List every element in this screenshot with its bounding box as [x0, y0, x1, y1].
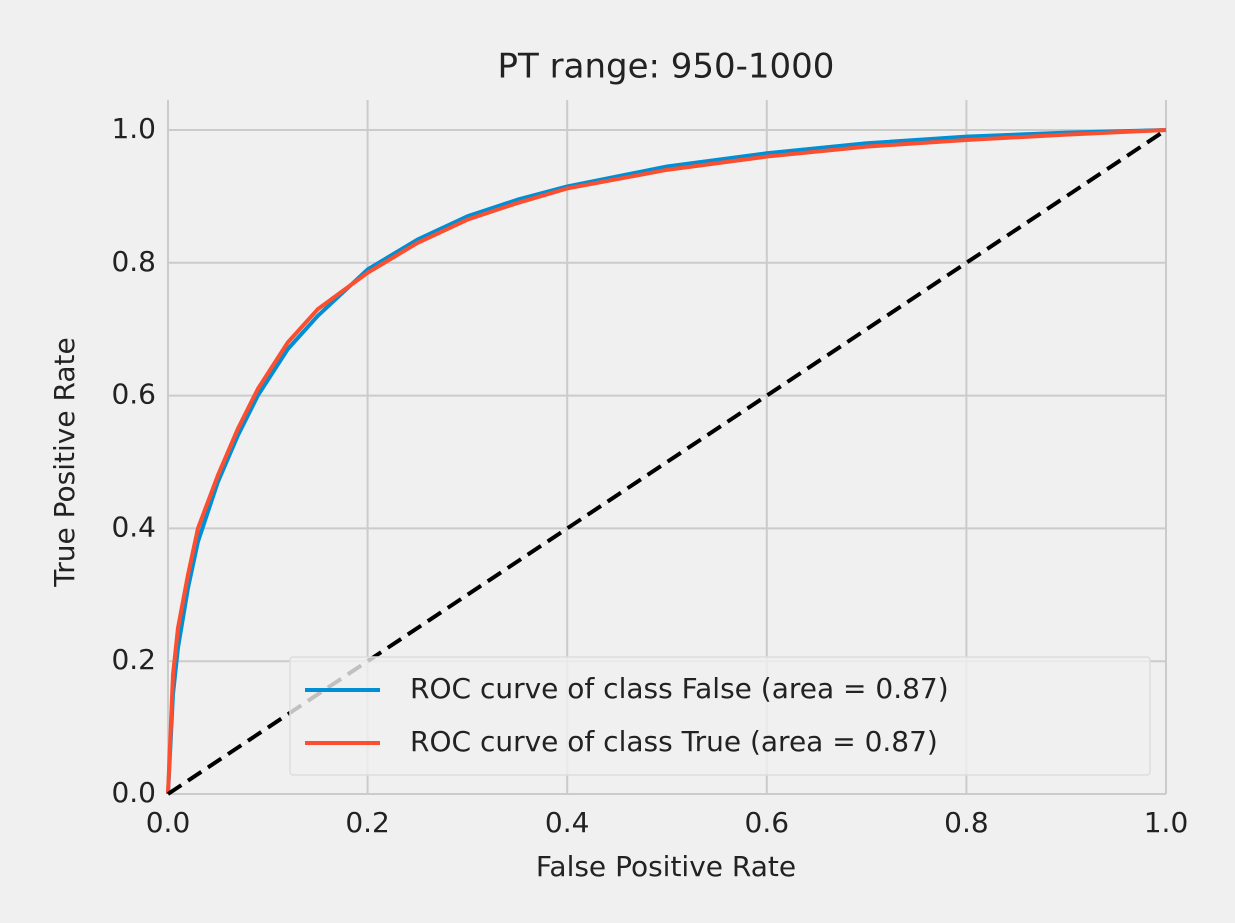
- x-axis-label: False Positive Rate: [536, 850, 796, 883]
- legend: ROC curve of class False (area = 0.87) RO…: [289, 656, 1151, 776]
- y-tick-label: 0.4: [111, 510, 156, 543]
- y-tick-label: 0.6: [111, 378, 156, 411]
- x-tick-label: 0.8: [944, 806, 989, 839]
- x-tick-label: 0.0: [146, 806, 191, 839]
- y-tick-label: 0.8: [111, 245, 156, 278]
- x-tick-label: 0.4: [545, 806, 590, 839]
- legend-label: ROC curve of class True (area = 0.87): [410, 725, 938, 758]
- chart-title: PT range: 950-1000: [498, 47, 835, 87]
- y-tick-label: 1.0: [111, 112, 156, 145]
- roc-line: [166, 128, 1167, 795]
- legend-box: [289, 656, 1151, 776]
- x-tick-label: 1.0: [1144, 806, 1189, 839]
- legend-label: ROC curve of class False (area = 0.87): [410, 672, 949, 705]
- y-axis-label: True Positive Rate: [48, 337, 81, 587]
- x-tick-label: 0.2: [345, 806, 390, 839]
- y-tick-label: 0.0: [111, 776, 156, 809]
- y-tick-label: 0.2: [111, 643, 156, 676]
- roc-line: [166, 128, 1167, 795]
- x-tick-label: 0.6: [745, 806, 790, 839]
